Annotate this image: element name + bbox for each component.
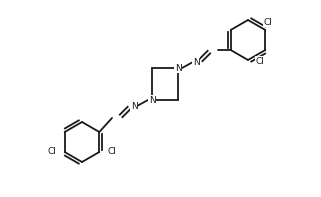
Text: Cl: Cl bbox=[48, 148, 57, 156]
Text: N: N bbox=[193, 58, 199, 67]
Text: Cl: Cl bbox=[107, 148, 116, 156]
Text: N: N bbox=[175, 63, 181, 72]
Text: N: N bbox=[131, 101, 137, 111]
Text: Cl: Cl bbox=[264, 18, 273, 27]
Text: N: N bbox=[149, 96, 155, 104]
Text: Cl: Cl bbox=[256, 57, 265, 65]
